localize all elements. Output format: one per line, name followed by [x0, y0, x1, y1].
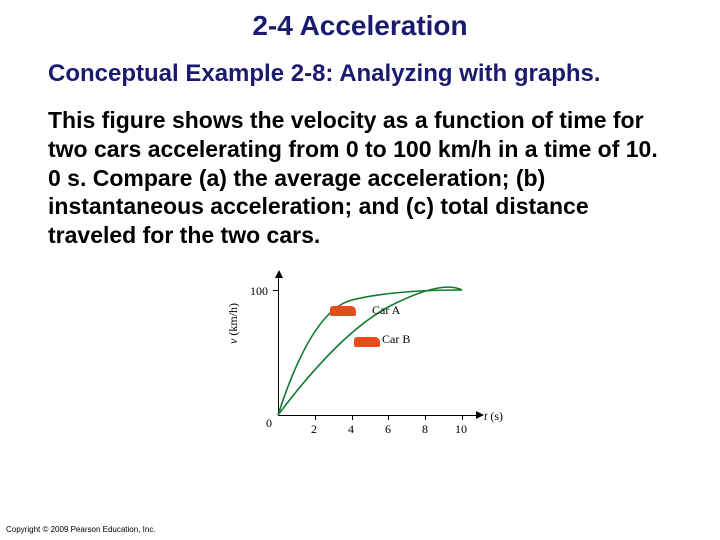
car-a-label: Car A [372, 303, 400, 318]
x-axis-label: t (s) [484, 409, 503, 424]
car-b-label: Car B [382, 332, 410, 347]
car-a-curve [278, 290, 462, 415]
origin-label: 0 [266, 416, 272, 431]
example-heading: Conceptual Example 2-8: Analyzing with g… [0, 42, 720, 88]
x-tick-label: 6 [385, 422, 391, 437]
car-b-icon [354, 337, 380, 347]
x-tick [352, 415, 353, 420]
y-tick-label-100: 100 [250, 284, 268, 299]
figure-container: 100 0 2 4 6 8 10 v (km/h) t (s) Car A Ca… [0, 270, 720, 450]
page-title: 2-4 Acceleration [0, 0, 720, 42]
x-tick-label: 8 [422, 422, 428, 437]
y-axis-label: v (km/h) [226, 303, 241, 344]
car-b-curve [278, 287, 462, 415]
x-tick-label: 2 [311, 422, 317, 437]
x-tick-label: 4 [348, 422, 354, 437]
x-tick [315, 415, 316, 420]
x-tick [425, 415, 426, 420]
y-tick [273, 290, 278, 291]
car-a-icon [330, 306, 356, 316]
x-tick-label: 10 [455, 422, 467, 437]
velocity-time-graph: 100 0 2 4 6 8 10 v (km/h) t (s) Car A Ca… [232, 270, 488, 445]
x-tick [388, 415, 389, 420]
body-paragraph: This figure shows the velocity as a func… [0, 88, 720, 250]
x-tick [462, 415, 463, 420]
copyright-text: Copyright © 2009 Pearson Education, Inc. [6, 525, 156, 534]
